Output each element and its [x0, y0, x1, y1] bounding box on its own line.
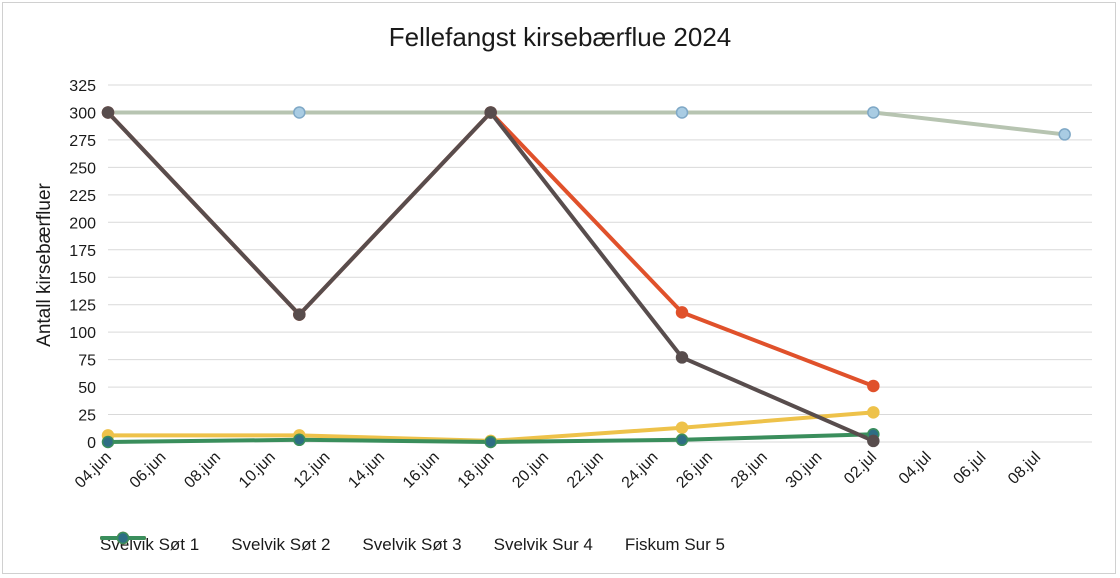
data-point [867, 106, 880, 119]
x-tick-label: 24.jun [619, 449, 662, 492]
y-tick-labels: 0 25 50 75 100 125 150 175 200 225 250 275 300 325 [69, 78, 96, 452]
x-tick-labels: 04.jun 06.jun 08.jun 10.jun 12.jun 14.jun 16.j… [72, 449, 1044, 492]
legend-item: Svelvik Søt 3 [100, 531, 462, 555]
data-point [675, 421, 689, 434]
x-tick-label: 10.jun [236, 449, 279, 492]
y-tick-label: 250 [69, 160, 96, 177]
y-tick-label: 325 [69, 78, 96, 95]
data-point [293, 106, 306, 119]
legend-swatch [100, 531, 146, 545]
x-tick-label: 06.jul [950, 449, 989, 488]
y-tick-label: 225 [69, 188, 96, 205]
y-tick-label: 0 [87, 435, 96, 452]
data-point [101, 435, 115, 449]
x-tick-label: 08.jun [181, 449, 224, 492]
chart-title: Fellefangst kirsebærflue 2024 [388, 22, 732, 52]
data-point [675, 351, 689, 364]
x-tick-label: 02.jul [841, 449, 880, 488]
x-tick-label: 18.jun [455, 449, 498, 492]
data-point [675, 433, 689, 447]
legend-swatch-marker [116, 531, 130, 545]
data-point [101, 106, 115, 119]
data-point [675, 106, 689, 119]
x-tick-label: 06.jun [127, 449, 170, 492]
x-tick-label: 16.jun [400, 449, 443, 492]
data-point [675, 306, 689, 319]
data-point [293, 308, 306, 321]
x-tick-label: 04.jul [896, 449, 935, 488]
y-tick-label: 125 [69, 298, 96, 315]
y-tick-label: 150 [69, 270, 96, 287]
y-tick-label: 25 [78, 408, 96, 425]
data-point [484, 106, 497, 119]
x-tick-label: 12.jun [291, 449, 334, 492]
series-line [106, 110, 876, 443]
legend-label: Svelvik Sur 4 [493, 535, 593, 554]
y-tick-label: 300 [69, 105, 96, 122]
data-point [867, 406, 880, 419]
y-tick-label: 275 [69, 133, 96, 150]
y-tick-label: 75 [78, 353, 96, 370]
x-tick-label: 26.jun [673, 449, 716, 492]
legend-item: Svelvik Sur 4 [100, 531, 593, 555]
y-tick-label: 50 [78, 380, 96, 397]
data-point [867, 434, 880, 448]
series-line [106, 110, 876, 388]
x-tick-label: 08.jul [1005, 449, 1044, 488]
legend-label: Svelvik Søt 3 [362, 535, 462, 554]
legend-item: Fiskum Sur 5 [100, 531, 725, 555]
data-point [293, 433, 306, 447]
y-tick-label: 175 [69, 243, 96, 260]
data-point [1058, 128, 1071, 141]
x-tick-label: 28.jun [728, 449, 771, 492]
series-line [106, 110, 1067, 137]
data-point [867, 379, 880, 393]
x-tick-label: 30.jun [783, 449, 826, 492]
y-tick-label: 100 [69, 325, 96, 342]
y-tick-label: 200 [69, 215, 96, 232]
x-tick-label: 04.jun [72, 449, 115, 492]
series-markers [101, 106, 1071, 449]
x-tick-label: 22.jun [564, 449, 607, 492]
legend-item: Svelvik Søt 2 [100, 531, 331, 555]
x-tick-label: 14.jun [345, 449, 388, 492]
data-point [484, 435, 497, 449]
gridlines [108, 84, 1092, 443]
legend-label: Fiskum Sur 5 [624, 535, 725, 554]
x-tick-label: 20.jun [509, 449, 552, 492]
legend-label: Svelvik Søt 2 [231, 535, 331, 554]
